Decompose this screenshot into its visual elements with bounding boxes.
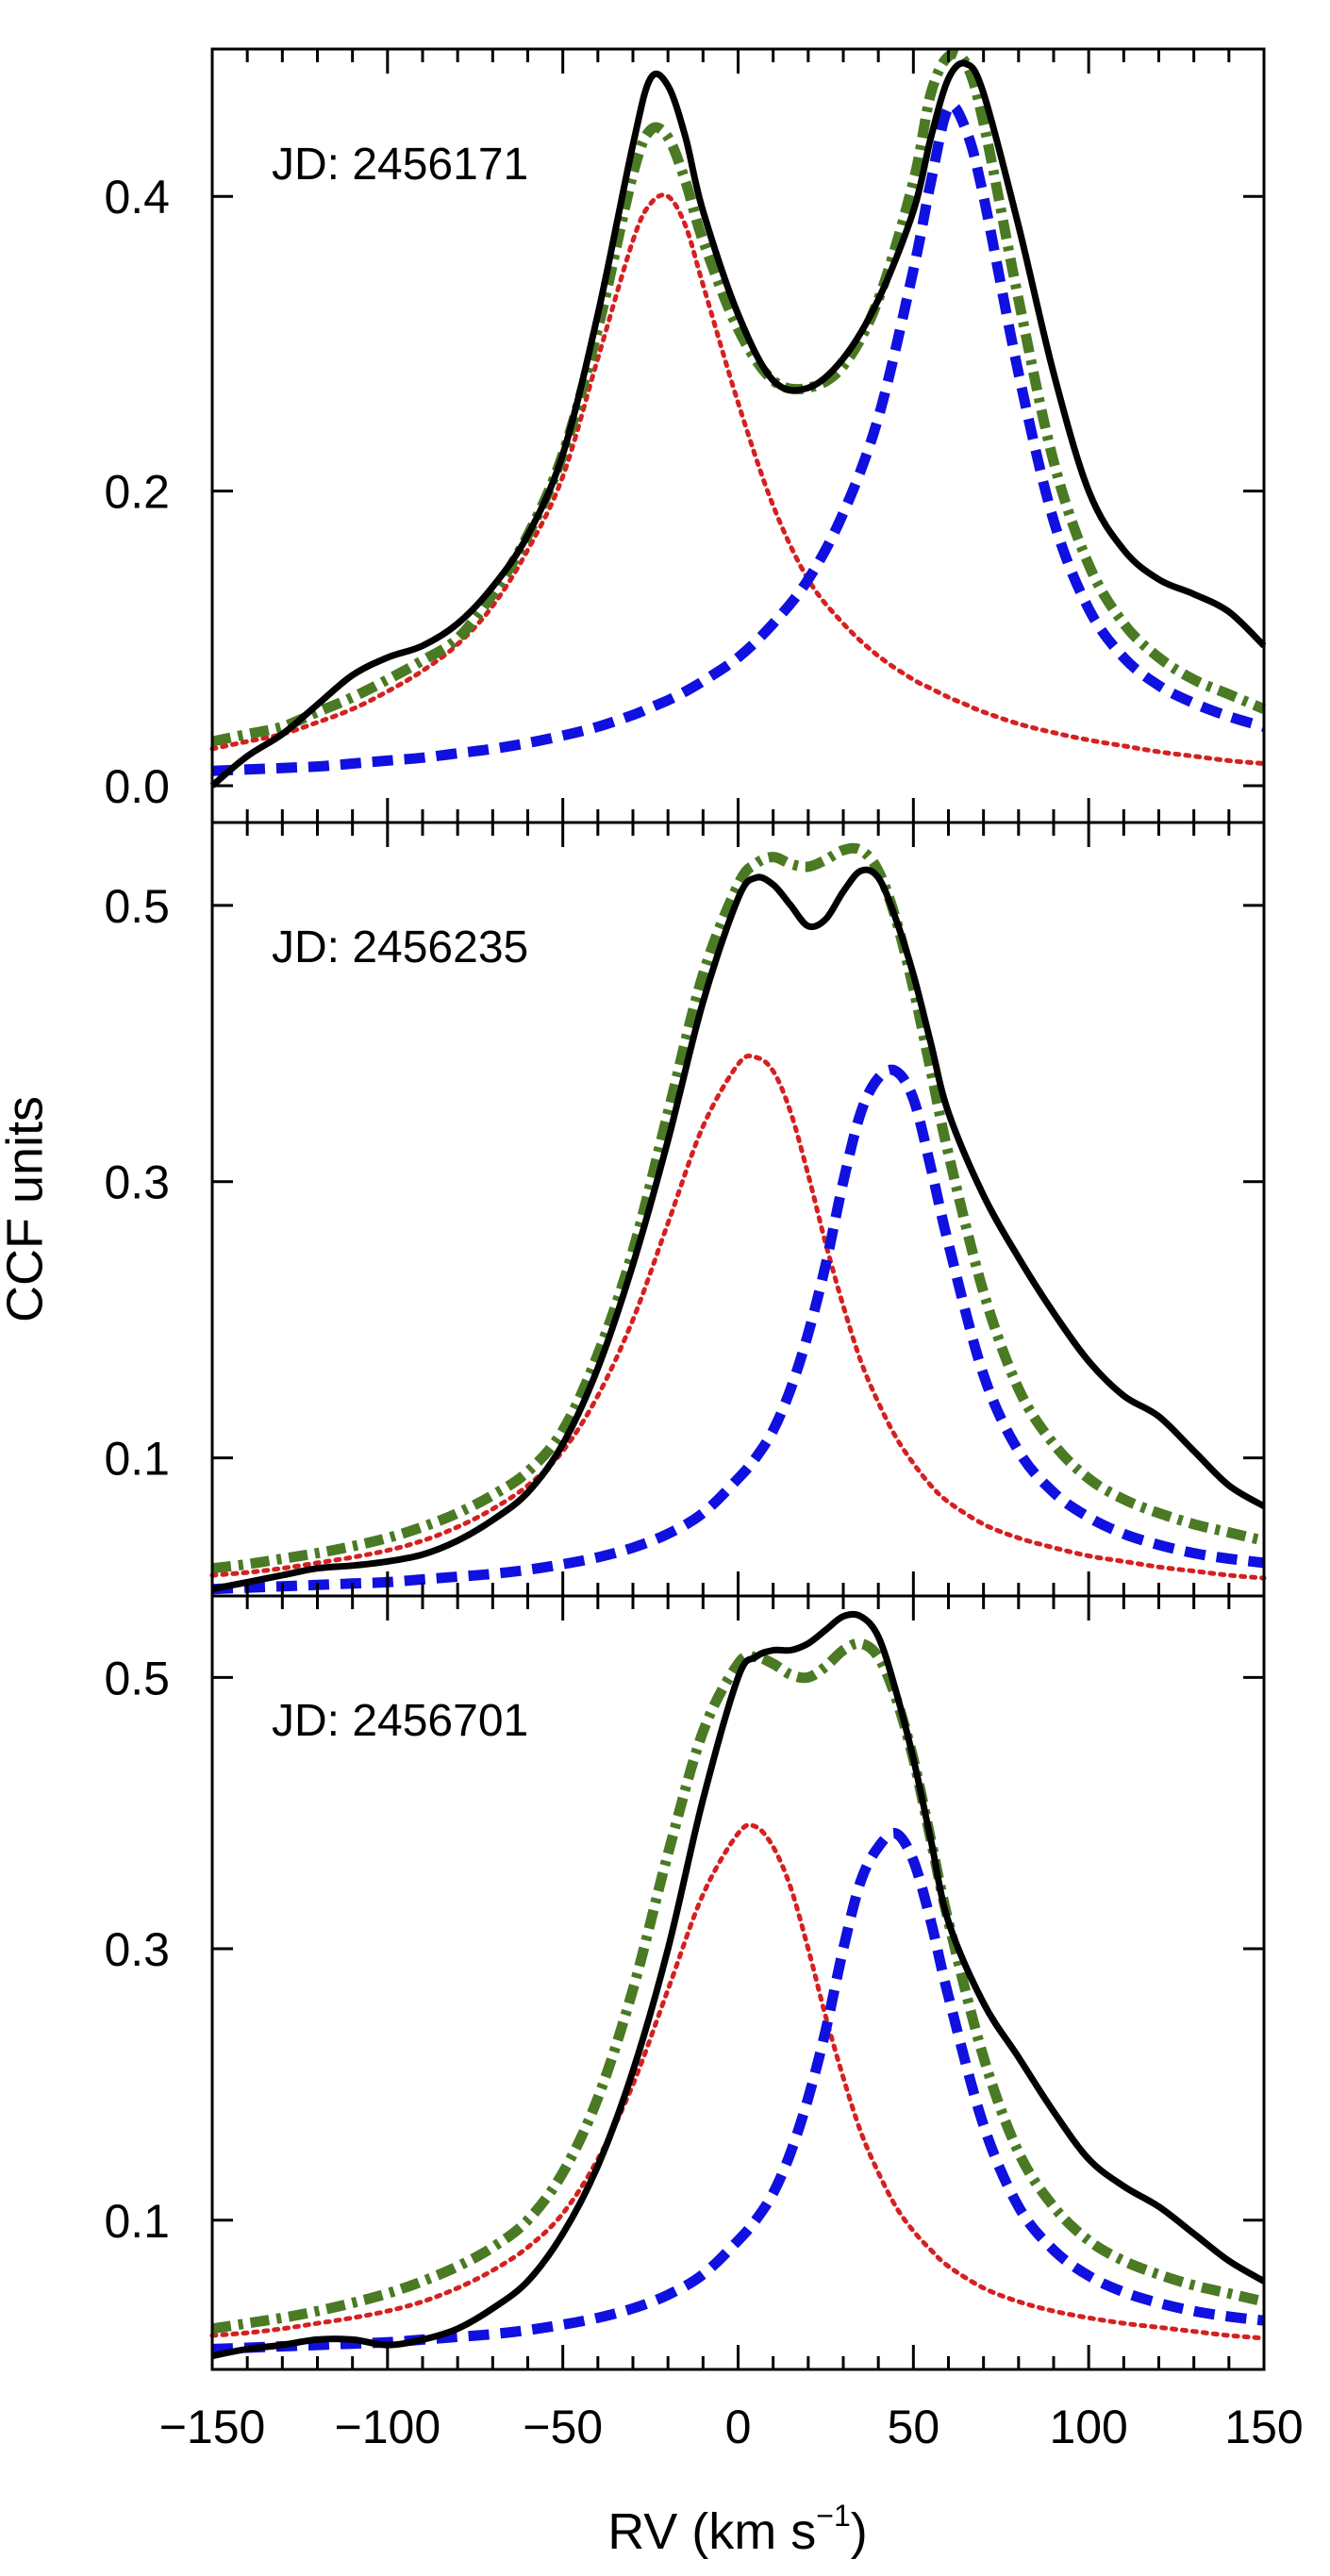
panel-3-secondary-line xyxy=(211,1827,1265,2354)
x-tick-label: 50 xyxy=(888,2401,940,2453)
x-axis-title-exponent: −1 xyxy=(816,2499,850,2533)
panel-1-series xyxy=(209,48,1267,789)
panel-1-label: JD: 2456171 xyxy=(272,140,528,190)
panel-1-secondary-line xyxy=(211,100,1266,776)
panel-1-primary-line xyxy=(209,192,1267,766)
panel-2-series xyxy=(209,842,1267,1595)
panel-3-model_sum-line xyxy=(211,1637,1266,2335)
x-tick-label: 150 xyxy=(1224,2401,1303,2453)
x-axis-title-close: ) xyxy=(851,2503,868,2560)
y-tick-label: 0.2 xyxy=(104,466,170,519)
panel-3-ticks: 0.1 0.3 0.5 xyxy=(104,1596,1266,2369)
panel-1-model_sum-line xyxy=(210,48,1267,747)
panel-1-ticks: 0.0 0.2 0.4 xyxy=(104,49,1266,823)
y-tick-label: 0.3 xyxy=(104,1923,170,1976)
y-tick-label: 0.5 xyxy=(104,1652,170,1704)
panel-1-observed-line xyxy=(209,59,1267,789)
panel-3-primary-line xyxy=(209,1822,1267,2341)
x-axis-title-main: RV (km s xyxy=(607,2503,816,2560)
panel-3-label: JD: 2456701 xyxy=(272,1696,528,1746)
y-tick-label: 0.0 xyxy=(104,760,170,813)
panel-2-ticks: 0.1 0.3 0.5 xyxy=(104,823,1266,1596)
panel-2-secondary-line xyxy=(211,1064,1265,1595)
x-axis-title: RV (km s−1) xyxy=(607,2499,867,2560)
panel-2-label: JD: 2456235 xyxy=(272,922,528,972)
x-tick-label: −150 xyxy=(159,2401,266,2453)
y-tick-label: 0.1 xyxy=(104,2195,170,2248)
x-tick-label: −100 xyxy=(335,2401,441,2453)
panel-3: 0.1 0.3 0.5 JD: 2456701 xyxy=(104,1594,1267,2371)
panel-3-series xyxy=(209,1610,1267,2360)
x-tick-label: 0 xyxy=(725,2401,752,2453)
y-axis-title: CCF units xyxy=(0,1096,53,1322)
y-tick-label: 0.3 xyxy=(104,1156,170,1209)
panel-3-frame xyxy=(210,1594,1266,2371)
panel-1: 0.0 0.2 0.4 JD: 2456171 xyxy=(104,47,1267,824)
panel-3-observed-line xyxy=(211,1610,1266,2360)
y-tick-label: 0.5 xyxy=(104,880,170,933)
y-tick-label: 0.1 xyxy=(104,1433,170,1486)
panel-2-primary-line xyxy=(209,1053,1267,1581)
x-tick-label: 100 xyxy=(1049,2401,1127,2453)
x-tick-labels: −150 −100 −50 0 50 100 150 xyxy=(159,2401,1304,2453)
panel-2-model_sum-line xyxy=(211,842,1266,1574)
x-tick-label: −50 xyxy=(523,2401,603,2453)
y-tick-label: 0.4 xyxy=(104,171,170,224)
panel-2-observed-line xyxy=(211,866,1266,1593)
